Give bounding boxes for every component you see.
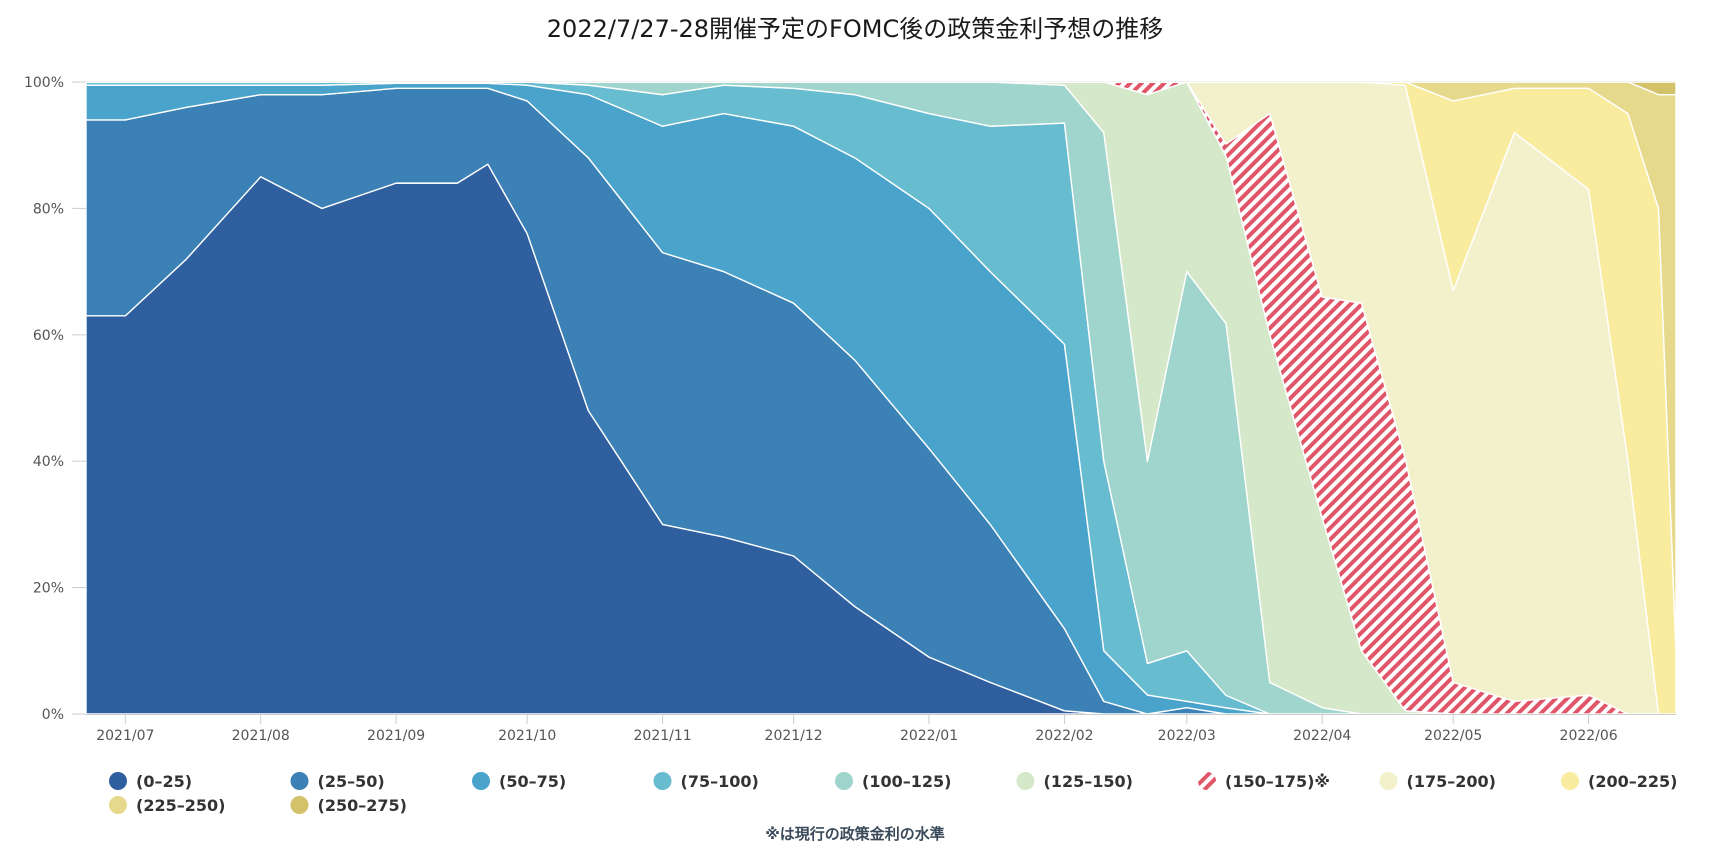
legend-label: (250–275) bbox=[318, 796, 407, 815]
y-tick-label: 20% bbox=[33, 581, 64, 597]
area-series bbox=[86, 82, 1676, 714]
legend-label: (150–175)※ bbox=[1225, 772, 1330, 791]
area-layer bbox=[86, 82, 1676, 714]
legend-label: (25–50) bbox=[318, 772, 385, 791]
legend-marker bbox=[1016, 772, 1035, 790]
area-series bbox=[86, 82, 1676, 714]
axis-layer: 0% 20% 40% 60% 80% 100% 2021/07 2021/08 2021/09 2… bbox=[24, 75, 1676, 744]
y-tick-label: 60% bbox=[33, 328, 64, 344]
legend-marker bbox=[653, 772, 672, 790]
x-tick-label: 2021/10 bbox=[498, 728, 556, 744]
legend-item[interactable]: (0–25) bbox=[109, 772, 192, 791]
x-tick-label: 2021/09 bbox=[367, 728, 425, 744]
legend-label: (0–25) bbox=[136, 772, 192, 791]
legend-item[interactable]: (175–200) bbox=[1379, 772, 1496, 791]
legend-item[interactable]: (50–75) bbox=[472, 772, 566, 791]
x-tick-label: 2021/08 bbox=[232, 728, 290, 744]
legend: (0–25) (25–50) (50–75) (75–100) (100–125) (12… bbox=[109, 772, 1677, 815]
x-tick-label: 2022/04 bbox=[1293, 728, 1351, 744]
y-tick-label: 100% bbox=[24, 75, 64, 91]
x-tick-label: 2022/05 bbox=[1424, 728, 1482, 744]
legend-label: (75–100) bbox=[681, 772, 759, 791]
legend-item[interactable]: (100–125) bbox=[835, 772, 951, 791]
x-tick-label: 2021/12 bbox=[765, 728, 823, 744]
legend-label: (200–225) bbox=[1588, 772, 1677, 791]
legend-marker bbox=[1198, 772, 1216, 790]
legend-marker bbox=[109, 772, 127, 790]
legend-marker bbox=[835, 772, 853, 790]
legend-marker bbox=[290, 796, 309, 814]
legend-label: (125–150) bbox=[1044, 772, 1133, 791]
legend-label: (175–200) bbox=[1407, 772, 1496, 791]
y-tick-label: 40% bbox=[33, 454, 64, 470]
x-tick-label: 2022/06 bbox=[1560, 728, 1618, 744]
legend-label: (50–75) bbox=[499, 772, 566, 791]
legend-marker bbox=[1561, 772, 1579, 790]
legend-marker bbox=[1379, 772, 1398, 790]
legend-item[interactable]: (250–275) bbox=[290, 796, 407, 815]
legend-item[interactable]: (150–175)※ bbox=[1198, 772, 1330, 791]
chart-title: 2022/7/27-28開催予定のFOMC後の政策金利予想の推移 bbox=[547, 15, 1163, 43]
chart-note: ※は現行の政策金利の水準 bbox=[765, 825, 945, 843]
legend-item[interactable]: (75–100) bbox=[653, 772, 759, 791]
legend-item[interactable]: (225–250) bbox=[109, 796, 225, 815]
legend-marker bbox=[472, 772, 490, 790]
legend-marker bbox=[290, 772, 309, 790]
area-series bbox=[86, 82, 1676, 714]
x-tick-label: 2021/11 bbox=[634, 728, 692, 744]
x-tick-label: 2022/01 bbox=[900, 728, 958, 744]
legend-item[interactable]: (200–225) bbox=[1561, 772, 1677, 791]
legend-item[interactable]: (25–50) bbox=[290, 772, 385, 791]
y-tick-label: 0% bbox=[42, 707, 64, 723]
legend-item[interactable]: (125–150) bbox=[1016, 772, 1133, 791]
legend-label: (100–125) bbox=[862, 772, 951, 791]
legend-label: (225–250) bbox=[136, 796, 225, 815]
x-tick-label: 2022/03 bbox=[1158, 728, 1216, 744]
x-tick-label: 2022/02 bbox=[1035, 728, 1093, 744]
legend-marker bbox=[109, 796, 127, 814]
x-tick-label: 2021/07 bbox=[96, 728, 154, 744]
area-series bbox=[86, 82, 1676, 714]
y-tick-label: 80% bbox=[33, 201, 64, 217]
